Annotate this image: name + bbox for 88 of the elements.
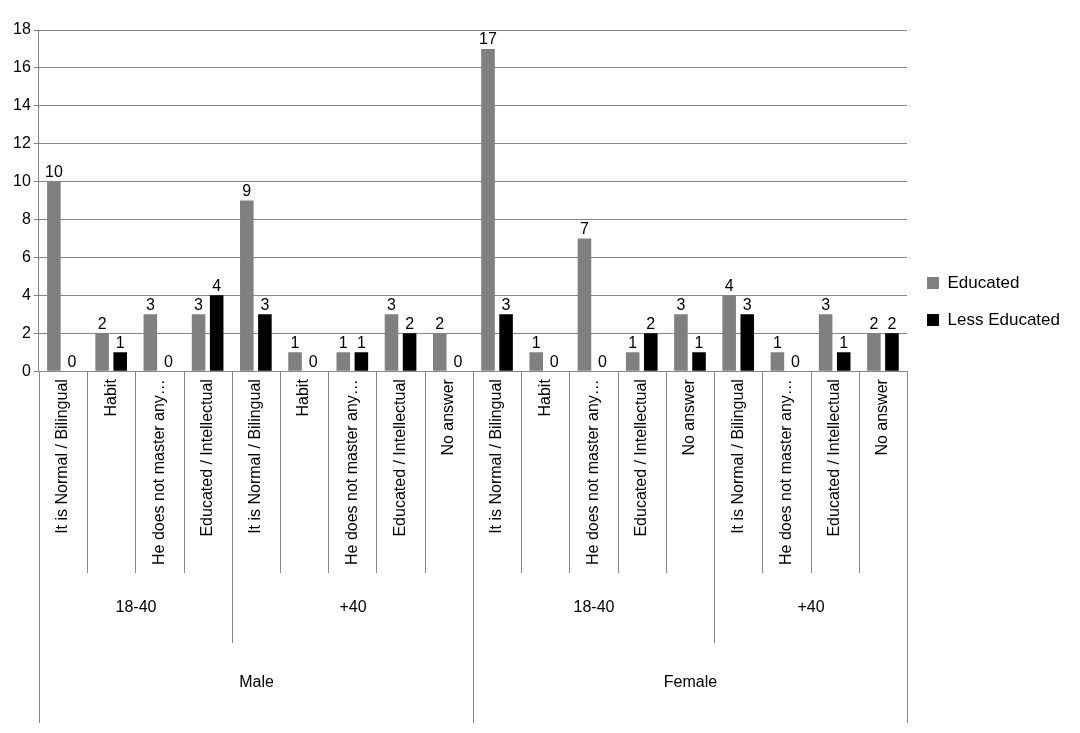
data-label: 1 xyxy=(772,333,782,351)
bar xyxy=(644,333,658,371)
data-label: 0 xyxy=(791,352,801,370)
data-label: 0 xyxy=(549,352,559,370)
bar xyxy=(288,352,302,371)
data-label: 4 xyxy=(212,276,222,294)
data-label: 3 xyxy=(387,295,397,313)
bar xyxy=(692,352,706,371)
data-label: 0 xyxy=(453,352,463,370)
data-label: 1 xyxy=(356,333,366,351)
x-tick-label: Educated / Intellectual xyxy=(390,379,408,537)
data-label: 7 xyxy=(580,219,590,237)
bar xyxy=(499,314,513,371)
x-tick-label: Educated / Intellectual xyxy=(825,379,843,537)
data-label: 3 xyxy=(145,295,155,313)
data-label: 1 xyxy=(839,333,849,351)
data-label: 1 xyxy=(338,333,348,351)
y-tick-label: 14 xyxy=(13,96,31,114)
bar xyxy=(625,352,640,371)
data-label: 0 xyxy=(598,352,608,370)
y-tick-label: 12 xyxy=(13,134,31,152)
x-tick-label: He does not master any… xyxy=(776,379,794,566)
data-label: 3 xyxy=(742,295,752,313)
data-label: 3 xyxy=(194,295,204,313)
data-label: 2 xyxy=(97,314,107,332)
data-label: 0 xyxy=(67,352,77,370)
data-label: 3 xyxy=(821,295,831,313)
data-label: 3 xyxy=(501,295,511,313)
x-tick-label: It is Normal / Bilingual xyxy=(53,379,71,534)
legend-label: Educated xyxy=(947,272,1020,292)
data-label: 10 xyxy=(44,163,63,181)
data-label: 9 xyxy=(242,181,252,199)
text: +40 xyxy=(797,598,825,616)
bar xyxy=(354,352,369,371)
x-tick-label: He does not master any… xyxy=(342,379,360,566)
data-label: 1 xyxy=(531,333,541,351)
y-tick-label: 18 xyxy=(13,20,31,38)
bar xyxy=(885,333,899,371)
bar xyxy=(770,352,785,371)
x-tick-label: Habit xyxy=(101,378,119,417)
data-label: 1 xyxy=(290,333,300,351)
y-tick-label: 2 xyxy=(21,323,31,341)
data-label: 2 xyxy=(646,314,656,332)
data-label: 4 xyxy=(724,276,734,294)
data-label: 0 xyxy=(308,352,318,370)
y-tick-label: 16 xyxy=(13,58,31,76)
x-tick-label: He does not master any… xyxy=(583,379,601,566)
y-tick-label: 6 xyxy=(21,247,31,265)
data-label: 0 xyxy=(163,352,173,370)
bar xyxy=(402,333,417,371)
text: 18-40 xyxy=(115,598,157,616)
text: +40 xyxy=(339,598,367,616)
data-label: 1 xyxy=(694,333,704,351)
y-tick-label: 10 xyxy=(13,172,31,190)
data-label: 2 xyxy=(869,314,879,332)
text: Male xyxy=(239,673,274,691)
x-tick-label: He does not master any… xyxy=(149,379,167,566)
data-label: 1 xyxy=(115,333,125,351)
x-tick-label: It is Normal / Bilingual xyxy=(487,379,505,534)
text: Female xyxy=(663,673,718,691)
x-tick-label: Habit xyxy=(535,378,553,417)
x-tick-label: It is Normal / Bilingual xyxy=(246,379,264,534)
y-tick-label: 8 xyxy=(21,209,31,227)
legend-label: Less Educated xyxy=(947,309,1060,329)
x-tick-label: Educated / Intellectual xyxy=(198,379,216,537)
data-label: 1 xyxy=(628,333,638,351)
data-label: 3 xyxy=(260,295,270,313)
bar xyxy=(740,314,755,371)
bar xyxy=(529,352,544,371)
data-label: 2 xyxy=(405,314,415,332)
bar xyxy=(209,295,224,371)
bar xyxy=(836,352,851,371)
data-label: 2 xyxy=(435,314,445,332)
x-tick-label: No answer xyxy=(680,378,698,456)
data-label: 17 xyxy=(479,30,497,48)
x-tick-label: No answer xyxy=(439,378,457,456)
bar xyxy=(258,314,272,371)
bar xyxy=(336,352,351,371)
y-tick-label: 4 xyxy=(21,285,31,303)
bar xyxy=(113,352,127,371)
data-label: 2 xyxy=(887,314,897,332)
data-label: 3 xyxy=(676,295,686,313)
y-tick-label: 0 xyxy=(21,361,31,379)
x-tick-label: No answer xyxy=(873,378,891,456)
x-tick-label: Educated / Intellectual xyxy=(632,379,650,537)
x-tick-label: It is Normal / Bilingual xyxy=(728,379,746,534)
text: 18-40 xyxy=(573,598,615,616)
x-tick-label: Habit xyxy=(294,378,312,417)
